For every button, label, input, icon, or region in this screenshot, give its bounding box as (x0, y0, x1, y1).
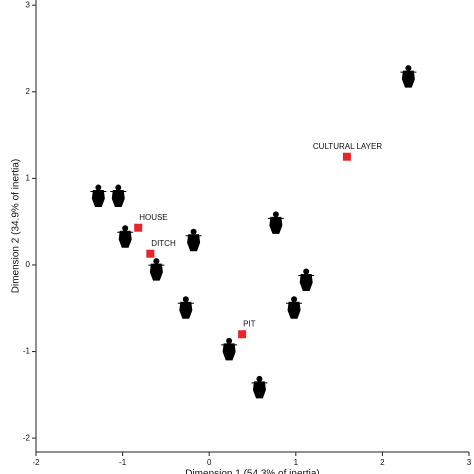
figurine-body (91, 190, 105, 208)
y-tick-label: 2 (26, 87, 31, 96)
figurine-body (179, 301, 193, 319)
figurine-head (291, 296, 298, 303)
y-tick-label: 0 (26, 260, 31, 269)
y-tick-label: -1 (23, 347, 31, 356)
point (342, 152, 351, 161)
figurine (298, 268, 315, 292)
figurine (185, 228, 202, 252)
figurine (221, 337, 238, 361)
figurine (177, 296, 194, 319)
figurine (251, 375, 268, 399)
y-tick-label: 1 (26, 173, 31, 182)
figurine-head (182, 296, 189, 303)
figurine (117, 225, 134, 248)
point-label: DITCH (151, 239, 176, 248)
figurine-head (122, 225, 129, 232)
figurine (267, 211, 284, 234)
x-tick-label: -1 (119, 458, 127, 467)
figurine-head (95, 184, 102, 191)
figurine-head (115, 184, 122, 191)
y-tick-label: -2 (23, 433, 31, 442)
x-tick-label: 2 (380, 458, 385, 467)
figurine-body (299, 274, 313, 292)
figurine (110, 184, 127, 208)
y-axis-label: Dimension 2 (34.9% of inertia) (11, 159, 22, 294)
figurine (400, 65, 417, 88)
figurine-body (287, 301, 301, 319)
figurine-head (153, 258, 160, 265)
point (146, 249, 155, 258)
figurine-body (401, 70, 415, 88)
figurine-body (269, 216, 283, 234)
figurine-body (118, 230, 132, 248)
figurine-body (149, 263, 163, 281)
x-tick-label: -2 (32, 458, 40, 467)
point-label: HOUSE (139, 213, 167, 222)
figurine-head (405, 65, 412, 72)
x-tick-label: 0 (207, 458, 212, 467)
x-tick-label: 3 (467, 458, 472, 467)
point (238, 330, 247, 339)
figurine (90, 184, 107, 208)
figurine (148, 258, 165, 281)
figurine-head (256, 375, 263, 382)
point (134, 223, 143, 232)
figurine-body (252, 381, 266, 399)
figurine (286, 296, 303, 319)
figurine-body (111, 190, 125, 208)
figurine-head (272, 211, 279, 218)
point-label: CULTURAL LAYER (313, 142, 382, 151)
figurine-body (222, 343, 236, 361)
figurine-body (187, 234, 201, 252)
figurine-head (226, 337, 233, 344)
y-tick-label: 3 (26, 0, 31, 9)
x-tick-label: 1 (294, 458, 299, 467)
x-axis-label: Dimension 1 (54.3% of inertia) (185, 469, 320, 474)
point-label: PIT (243, 319, 256, 328)
figurine-head (190, 228, 197, 235)
figurine-head (303, 268, 310, 275)
